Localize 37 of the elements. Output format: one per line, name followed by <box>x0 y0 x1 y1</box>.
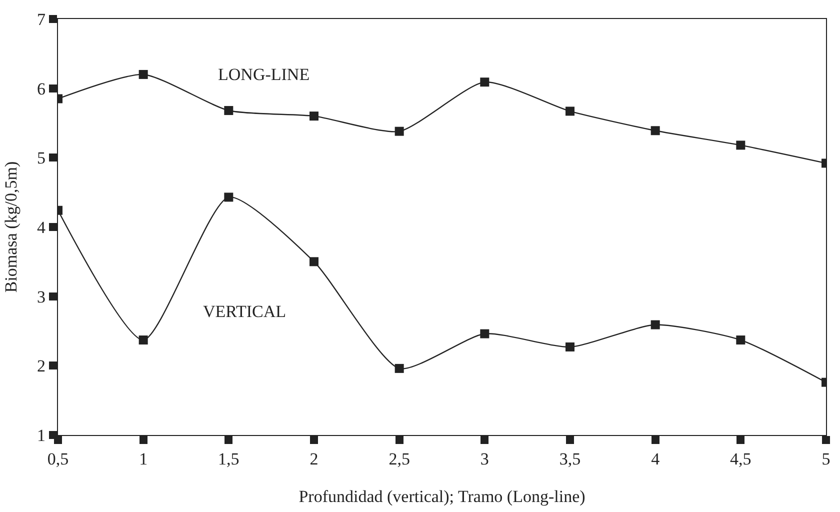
point <box>736 336 746 345</box>
x-tick-label: 3 <box>480 450 489 468</box>
point <box>566 106 574 116</box>
x-axis-title: Profundidad (vertical); Tramo (Long-line) <box>298 486 586 506</box>
point <box>224 106 234 116</box>
x-tick-label: 2,5 <box>388 450 410 468</box>
x-tick-label: 4 <box>651 450 660 468</box>
point <box>736 140 746 150</box>
y-axis-title: Biomasa (kg/0,5m) <box>2 161 21 293</box>
series-label: VERTICAL <box>203 302 286 321</box>
x-tick-label: 1 <box>139 450 148 468</box>
point <box>480 78 490 87</box>
y-tick-label: 5 <box>37 148 46 168</box>
point <box>310 257 318 266</box>
x-tick-label: 0,5 <box>47 450 69 468</box>
x-tick-label: 1,5 <box>218 450 240 468</box>
point <box>138 336 148 345</box>
series-label: LONG-LINE <box>218 65 310 84</box>
y-tick-label: 2 <box>37 356 46 376</box>
x-tick-label: 5 <box>822 450 830 468</box>
y-tick-label: 3 <box>37 287 46 306</box>
point <box>394 364 404 373</box>
point <box>650 126 660 136</box>
point <box>480 329 490 338</box>
x-tick-label: 2 <box>310 450 318 468</box>
x-tick-label: 4,5 <box>730 450 752 468</box>
point <box>394 126 404 136</box>
x-tick-label: 3,5 <box>559 450 581 468</box>
point <box>650 320 660 330</box>
y-tick-label: 7 <box>37 10 46 29</box>
point <box>566 342 574 352</box>
point <box>138 70 148 79</box>
y-tick-label: 1 <box>37 426 46 445</box>
y-tick-label: 6 <box>37 79 46 98</box>
y-tick-label: 4 <box>37 218 46 237</box>
point <box>310 112 318 121</box>
point <box>224 192 234 202</box>
